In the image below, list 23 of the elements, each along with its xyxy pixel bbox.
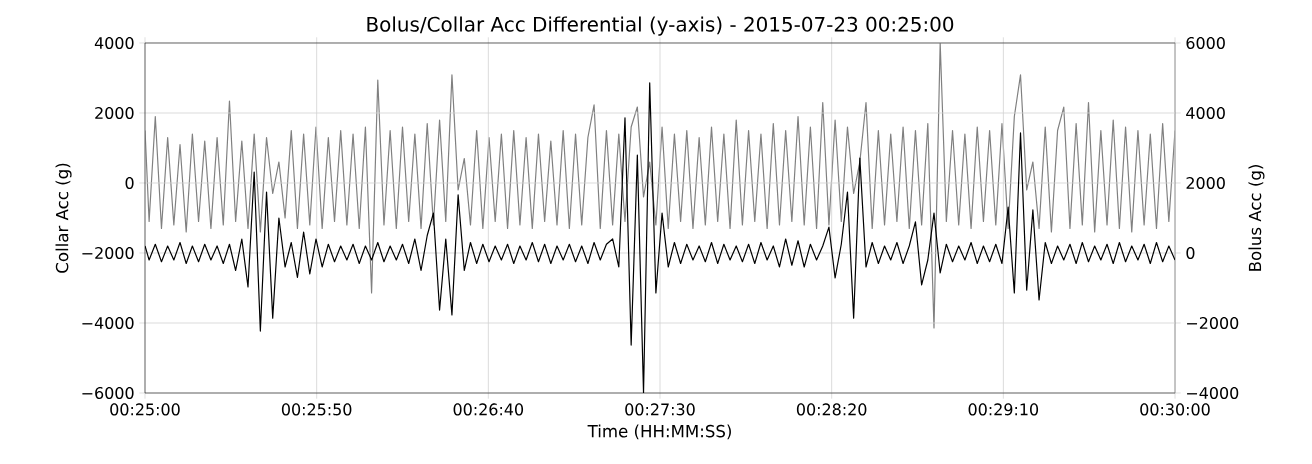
x-tick-label: 00:29:10 — [968, 403, 1039, 416]
y2-axis-title: Bolus Acc (g) — [1248, 165, 1265, 271]
y2-tick-label: −4000 — [1187, 386, 1239, 400]
y-tick-label: −2000 — [82, 246, 134, 260]
x-tick-label: 00:27:30 — [625, 403, 695, 416]
x-axis-title: Time (HH:MM:SS) — [587, 424, 731, 440]
x-tick-label: 00:28:20 — [796, 403, 867, 416]
y-tick-label: −4000 — [82, 316, 134, 330]
x-tick-label: 00:25:50 — [281, 403, 352, 416]
y2-tick-label: 2000 — [1186, 176, 1225, 190]
y2-tick-label: 6000 — [1186, 36, 1225, 50]
y-tick-label: 2000 — [95, 106, 134, 120]
y-axis-title: Collar Acc (g) — [55, 163, 72, 273]
x-tick-label: 00:25:00 — [110, 403, 180, 416]
y-tick-label: 4000 — [94, 36, 134, 50]
y-tick-label: 0 — [125, 176, 134, 190]
x-tick-label: 00:30:00 — [1140, 403, 1210, 416]
chart-title: Bolus/Collar Acc Differential (y-axis) - 2015-07-23 00:25:00 — [367, 16, 954, 36]
y2-tick-label: 4000 — [1186, 106, 1225, 120]
x-tick-label: 00:26:40 — [453, 403, 524, 416]
y-tick-label: −6000 — [82, 386, 134, 400]
y2-tick-label: −2000 — [1187, 316, 1239, 330]
y2-tick-label: 0 — [1186, 246, 1195, 260]
